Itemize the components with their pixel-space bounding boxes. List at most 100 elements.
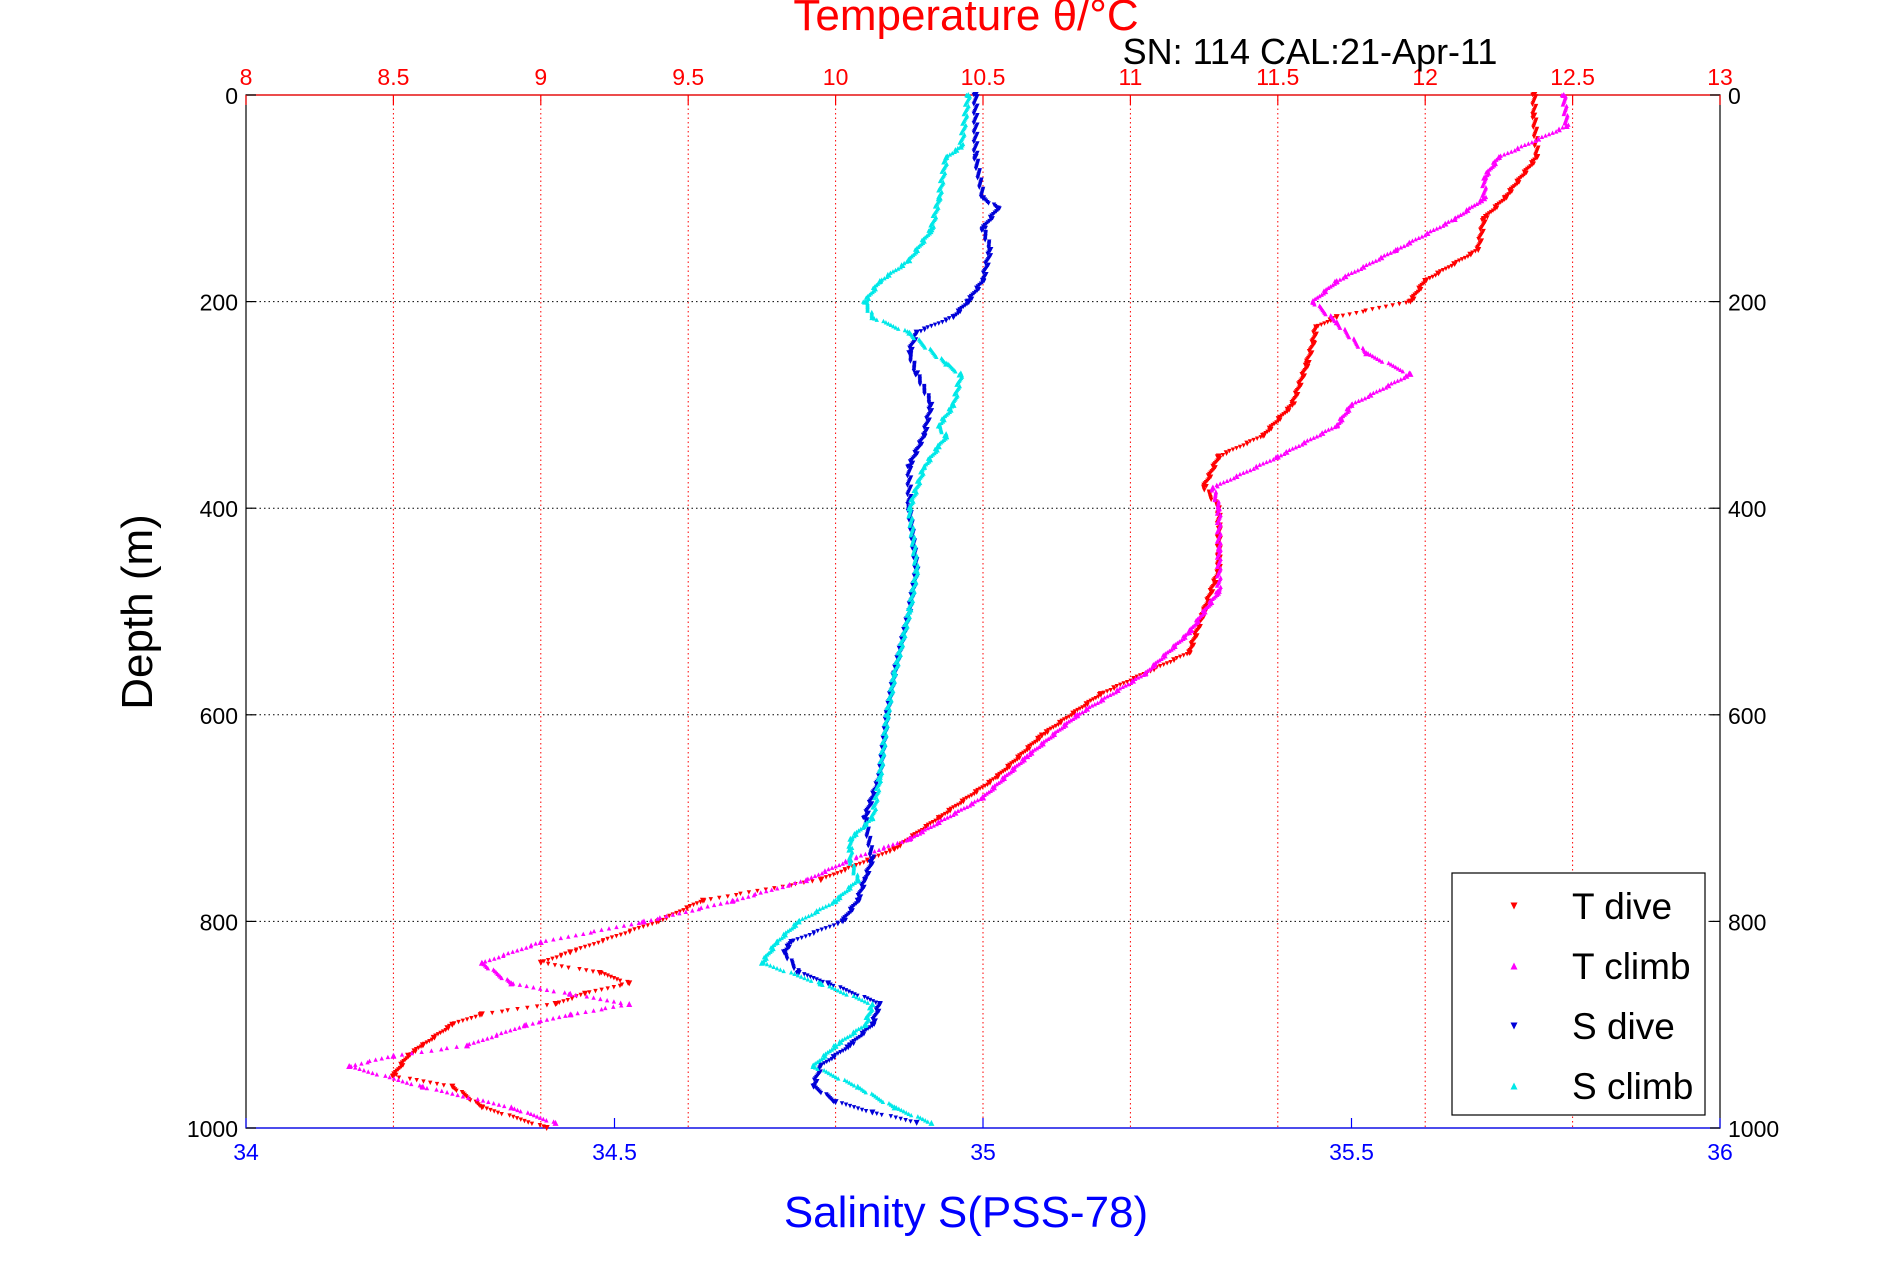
data-point [913, 567, 920, 574]
data-point [862, 298, 869, 305]
data-point [1313, 324, 1320, 331]
data-point [1074, 711, 1081, 718]
data-point [803, 877, 810, 884]
data-point [1481, 195, 1488, 202]
data-point [921, 463, 928, 470]
data-point [965, 92, 972, 98]
data-point [1310, 298, 1317, 305]
data-point [994, 773, 1001, 780]
y-tick-label-right: 0 [1728, 83, 1741, 109]
data-point [1475, 246, 1482, 253]
data-point [891, 1104, 898, 1111]
data-point [817, 980, 824, 987]
legend-label: S dive [1572, 1006, 1675, 1047]
data-point [994, 205, 1001, 212]
data-point [1407, 370, 1414, 377]
data-point [950, 401, 957, 408]
legend: T dive T climb S dive S climb [1451, 872, 1706, 1116]
x-top-tick-label: 12 [1412, 64, 1438, 90]
data-point [832, 1042, 839, 1049]
data-point [906, 350, 913, 357]
data-point [943, 432, 950, 439]
data-point [552, 1119, 559, 1126]
series-t-climb [346, 92, 1571, 1126]
data-point [891, 846, 898, 853]
data-point [419, 1042, 426, 1049]
series-s-dive [781, 92, 1002, 1126]
data-point [1304, 360, 1311, 367]
data-point [847, 856, 854, 863]
data-point [980, 195, 986, 202]
data-point [758, 959, 765, 966]
data-point [921, 432, 928, 439]
data-point [869, 815, 876, 822]
series-markers [782, 92, 1002, 1124]
data-point [567, 1011, 574, 1018]
data-point [1451, 215, 1458, 222]
data-point [1333, 314, 1340, 321]
y-tick-label-left: 800 [200, 909, 238, 935]
data-point [862, 815, 869, 822]
data-point [1422, 277, 1429, 284]
x-top-tick-label: 11 [1118, 64, 1142, 90]
data-point [567, 990, 574, 997]
data-point [346, 1063, 353, 1070]
data-point [847, 835, 854, 842]
data-point [1333, 319, 1340, 326]
data-point [825, 980, 832, 987]
data-point [847, 846, 854, 853]
data-point [943, 153, 950, 160]
x-bottom-tick-label: 35.5 [1329, 1139, 1374, 1165]
data-point [523, 1021, 530, 1028]
data-point [1392, 246, 1399, 253]
data-point [478, 1011, 485, 1018]
data-point [795, 918, 802, 925]
data-point [913, 1119, 920, 1126]
data-point [1481, 174, 1488, 181]
bottom-axis-title: Salinity S(PSS-78) [784, 1188, 1148, 1237]
data-point [464, 1042, 471, 1049]
data-point [1531, 92, 1538, 98]
data-point [972, 153, 979, 160]
legend-marker [1510, 902, 1518, 910]
data-point [928, 401, 935, 408]
y-tick-label-right: 1000 [1728, 1116, 1779, 1142]
data-point [781, 949, 788, 956]
data-point [788, 939, 795, 946]
x-top-tick-label: 13 [1707, 64, 1733, 90]
data-point [1274, 453, 1281, 460]
x-top-tick-label: 10.5 [961, 64, 1006, 90]
data-point [729, 897, 736, 904]
legend-label: T dive [1572, 886, 1672, 927]
x-bottom-tick-label: 34.5 [592, 1139, 637, 1165]
data-point [854, 1083, 861, 1090]
y-tick-label-left: 600 [200, 703, 238, 729]
data-point [965, 298, 972, 305]
x-bottom-tick-label: 34 [233, 1139, 259, 1165]
data-point [1563, 122, 1570, 129]
data-point [891, 670, 898, 677]
data-point [906, 463, 913, 470]
data-point [817, 1063, 824, 1070]
legend-marker [1510, 1082, 1518, 1090]
data-point [876, 773, 883, 780]
x-top-tick-label: 9.5 [672, 64, 704, 90]
data-point [1363, 350, 1370, 357]
data-point [935, 443, 942, 450]
y-tick-label-right: 800 [1728, 909, 1766, 935]
data-point [1186, 649, 1193, 656]
data-point [972, 92, 979, 98]
data-point [419, 1083, 426, 1090]
data-point [1097, 691, 1104, 698]
data-point [935, 195, 942, 202]
data-point [839, 918, 846, 925]
data-point [626, 1001, 633, 1008]
series-markers [761, 92, 973, 1124]
chart-subtitle: SN: 114 CAL:21-Apr-11 [1123, 31, 1498, 72]
data-point [869, 1109, 876, 1116]
data-point [537, 959, 544, 966]
data-point [943, 360, 950, 367]
data-point [980, 226, 986, 233]
